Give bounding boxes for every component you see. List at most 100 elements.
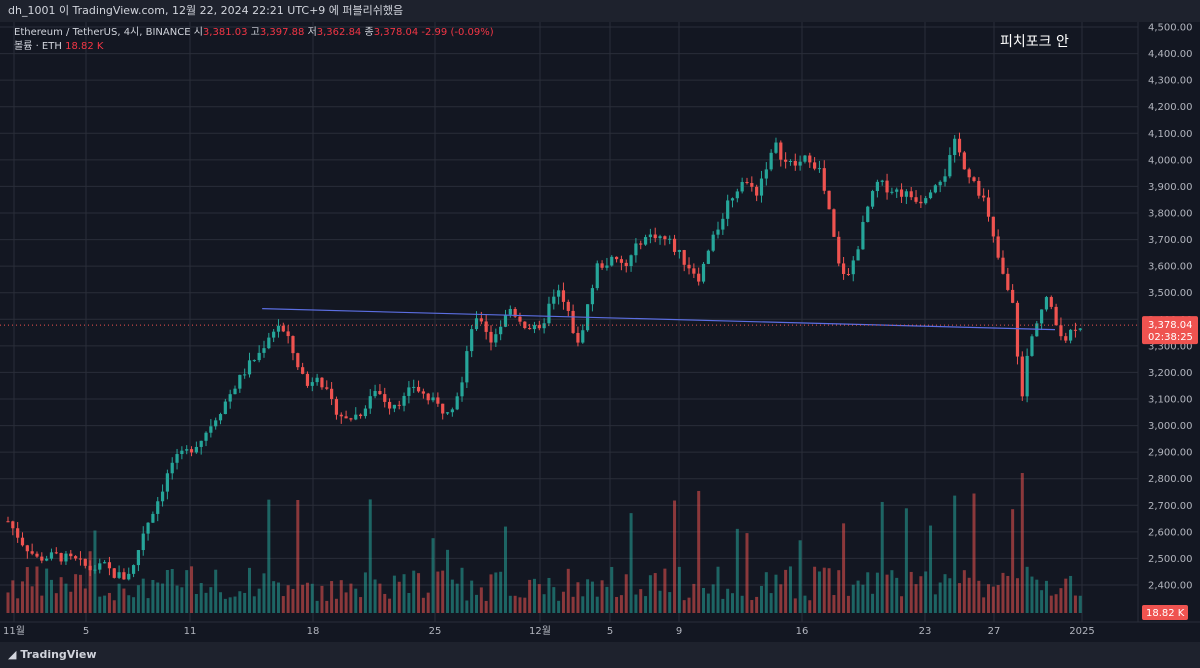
volume-bar: [991, 586, 995, 613]
volume-bar: [54, 593, 58, 613]
candle-body: [378, 391, 382, 395]
volume-bar: [552, 587, 556, 613]
candle-body: [827, 190, 831, 210]
candle-body: [1059, 325, 1063, 337]
volume-bar: [648, 575, 652, 613]
candle-body: [349, 418, 353, 420]
volume-bar: [948, 578, 952, 613]
candle-body: [1011, 289, 1015, 303]
time-tick-label: 25: [429, 626, 442, 637]
volume-bar: [929, 525, 933, 613]
volume-bar: [972, 493, 976, 613]
volume-bar: [624, 574, 628, 613]
candle-body: [262, 348, 266, 353]
footer-bar: ◢ TradingView: [0, 642, 1200, 668]
price-tick-label: 4,200.00: [1148, 102, 1193, 113]
price-tick-label: 4,400.00: [1148, 49, 1193, 60]
volume-bar: [634, 594, 638, 613]
volume-bar: [759, 585, 763, 613]
candle-body: [204, 432, 208, 441]
volume-bar: [1025, 566, 1029, 613]
symbol-label[interactable]: Ethereum / TetherUS, 4시, BINANCE: [14, 27, 191, 38]
volume-bar: [161, 583, 165, 613]
candle-body: [880, 180, 884, 182]
candle-body: [909, 191, 913, 198]
volume-bar: [774, 574, 778, 613]
candle-body: [769, 152, 773, 170]
candle-body: [131, 565, 136, 574]
candle-body: [1001, 257, 1005, 274]
candle-body: [784, 159, 788, 162]
volume-label[interactable]: 볼륨 · ETH: [14, 41, 62, 52]
volume-bar: [711, 584, 715, 613]
candle-body: [296, 353, 300, 368]
candle-body: [793, 160, 797, 166]
candle-body: [407, 387, 411, 396]
volume-bar: [745, 533, 749, 613]
volume-bar: [344, 592, 348, 613]
candle-body: [532, 325, 537, 330]
volume-bar: [219, 592, 223, 613]
pitchfork-line: [262, 308, 1056, 331]
candle-body: [233, 388, 237, 395]
volume-bar: [45, 568, 49, 613]
volume-bar: [93, 530, 97, 613]
tradingview-logo[interactable]: ◢ TradingView: [8, 642, 97, 668]
candle-body: [730, 198, 735, 201]
candle-body: [489, 331, 493, 343]
volume-bar: [914, 584, 918, 613]
candle-body: [899, 189, 904, 197]
price-tick-label: 4,100.00: [1148, 129, 1193, 140]
volume-bar: [257, 588, 261, 613]
candle-body: [924, 198, 928, 204]
price-tick-label: 2,400.00: [1148, 581, 1193, 592]
volume-bar: [1040, 590, 1044, 613]
candle-body: [484, 321, 488, 332]
volume-bar: [98, 596, 102, 613]
candle-body: [83, 558, 87, 566]
price-tick-label: 3,900.00: [1148, 182, 1193, 193]
candle-body: [503, 314, 508, 327]
candle-body: [764, 169, 768, 179]
volume-bar: [953, 495, 957, 613]
volume-bar: [325, 600, 329, 613]
volume-bar: [441, 570, 445, 613]
volume-bar: [528, 579, 532, 613]
volume-bar: [673, 500, 677, 613]
price-chart[interactable]: 4,500.00 4,400.00 4,300.00 4,200.00 4,100.00…: [0, 22, 1200, 642]
volume-bar: [653, 573, 657, 613]
volume-bar: [431, 538, 435, 613]
volume-bar: [571, 596, 575, 613]
volume-bar: [470, 580, 474, 613]
candle-body: [581, 330, 585, 343]
volume-bar: [190, 566, 194, 613]
candle-body: [117, 572, 121, 578]
candle-body: [508, 308, 512, 315]
volume-bar: [996, 585, 1000, 613]
candle-body: [465, 351, 469, 383]
candle-body: [218, 414, 223, 421]
chart-area[interactable]: 4,500.00 4,400.00 4,300.00 4,200.00 4,100.00…: [0, 22, 1200, 642]
volume-bar: [421, 597, 425, 613]
volume-bar: [30, 586, 34, 613]
candle-body: [59, 553, 63, 562]
candle-body: [185, 449, 189, 451]
candle-body: [561, 290, 566, 302]
candle-body: [6, 521, 10, 523]
candle-body: [619, 259, 624, 263]
candle-body: [542, 323, 546, 329]
candle-body: [817, 168, 822, 170]
candle-body: [870, 191, 875, 207]
volume-bar: [537, 584, 541, 613]
candle-body: [1030, 336, 1034, 356]
time-tick-label: 18: [307, 626, 320, 637]
last-price-label: 3,378.04: [1148, 320, 1193, 331]
volume-bar: [735, 528, 739, 613]
candle-body: [315, 377, 319, 383]
price-tick-label: 2,600.00: [1148, 527, 1193, 538]
volume-bar: [484, 600, 488, 613]
candle-body: [281, 325, 285, 332]
candle-body: [291, 336, 295, 354]
candle-body: [518, 316, 522, 322]
candle-body: [861, 221, 865, 250]
